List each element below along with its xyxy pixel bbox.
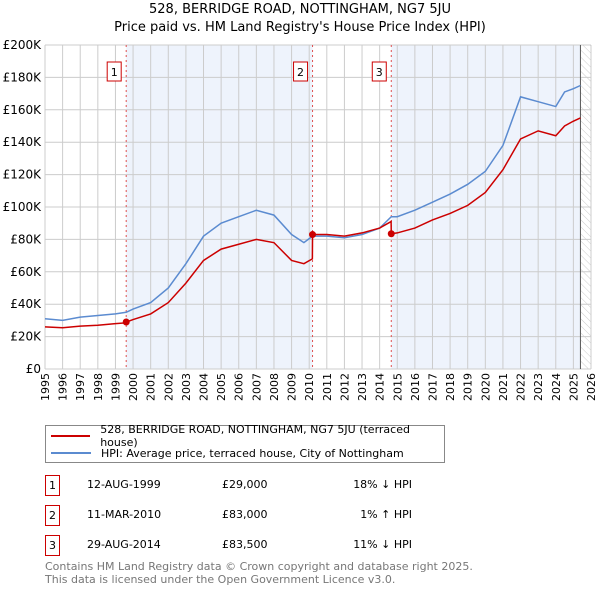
y-tick-label: £120K [3,168,43,182]
x-tick-label: 2024 [550,373,563,401]
x-tick-label: 2026 [585,373,598,401]
legend-item-hpi: HPI: Average price, terraced house, City… [51,445,404,461]
sale-marker-label: 3 [376,66,383,79]
x-tick-label: 2022 [515,373,528,401]
sale-row-2: 2 11-MAR-2010 £83,000 1% ↑ HPI [45,505,445,526]
sale-hpi: 18% ↓ HPI [353,478,412,491]
sale-marker-box [293,61,309,82]
x-tick-label: 2025 [567,373,580,401]
x-tick-label: 2012 [338,373,351,401]
y-tick-label: £140K [3,135,43,149]
footer-line: This data is licensed under the Open Gov… [45,573,396,586]
chart-subtitle: Price paid vs. HM Land Registry's House … [114,20,486,35]
y-tick-label: £180K [3,70,43,84]
sale-point [387,230,395,238]
x-tick-label: 2020 [479,373,492,401]
legend: 528, BERRIDGE ROAD, NOTTINGHAM, NG7 5JU … [45,423,445,463]
sale-point [122,318,130,326]
footer: Contains HM Land Registry data © Crown c… [45,560,473,586]
legend-swatch-blue [51,452,91,454]
x-tick-label: 2003 [180,373,193,401]
x-tick-label: 2023 [532,373,545,401]
sale-price: £83,000 [222,508,268,521]
footer-line: Contains HM Land Registry data © Crown c… [45,560,473,573]
plot-area: 1995 1996 1997 1998 1999 2000 2001 2002 2003 2004… [3,38,598,401]
sale-hpi: 11% ↓ HPI [353,538,412,551]
y-tick-label: £60K [10,265,42,279]
x-tick-label: 2007 [250,373,263,401]
sale-marker-label: 1 [111,66,118,79]
sale-number: 2 [45,505,60,526]
sale-row-1: 1 12-AUG-1999 £29,000 18% ↓ HPI [45,475,445,496]
x-tick-label: 2018 [444,373,457,401]
hpi-line [44,84,581,322]
sale-hpi: 1% ↑ HPI [360,508,412,521]
x-tick-label: 2006 [233,373,246,401]
x-tick-label: 2009 [286,373,299,401]
sale-price: £29,000 [222,478,268,491]
y-tick-label: £0 [26,362,41,376]
chart-title: 528, BERRIDGE ROAD, NOTTINGHAM, NG7 5JU [149,2,451,17]
sale-date: 12-AUG-1999 [87,478,161,491]
y-tick-label: £100K [3,200,43,214]
sale-marker-box [371,61,387,82]
sale-number: 1 [45,475,60,496]
x-tick-label: 2016 [409,373,422,401]
sale-price: £83,500 [222,538,268,551]
x-tick-label: 1999 [109,373,122,401]
legend-label: HPI: Average price, terraced house, City… [101,446,404,460]
x-tick-label: 2001 [145,373,158,401]
x-tick-label: 2002 [162,373,175,401]
y-tick-label: £80K [10,232,42,246]
y-tick-label: £40K [10,297,42,311]
legend-label: 528, BERRIDGE ROAD, NOTTINGHAM, NG7 5JU … [100,423,410,449]
sale-row-3: 3 29-AUG-2014 £83,500 11% ↓ HPI [45,535,445,556]
legend-item-property: 528, BERRIDGE ROAD, NOTTINGHAM, NG7 5JU … [51,423,444,449]
x-tick-label: 1995 [39,373,52,401]
x-tick-label: 2021 [497,373,510,401]
x-tick-label: 2011 [321,373,334,401]
x-tick-label: 2015 [391,373,404,401]
sale-number: 3 [45,535,60,556]
x-tick-label: 2005 [215,373,228,401]
y-tick-label: £200K [3,38,43,52]
x-tick-label: 1996 [57,373,70,401]
x-tick-label: 2000 [127,373,140,401]
sale-date: 11-MAR-2010 [87,508,162,521]
x-tick-label: 2017 [426,373,439,401]
y-tick-label: £160K [3,103,43,117]
x-tick-label: 2013 [356,373,369,401]
legend-swatch-red [51,435,91,437]
sale-marker-box [106,61,122,82]
x-tick-label: 2004 [198,373,211,401]
x-tick-label: 2019 [462,373,475,401]
sale-point [309,231,317,239]
y-tick-label: £20K [10,330,42,344]
x-tick-label: 2014 [374,373,387,401]
x-tick-label: 1998 [92,373,105,401]
x-tick-label: 1997 [74,373,87,401]
x-tick-label: 2010 [303,373,316,401]
sale-marker-label: 2 [297,66,304,79]
sale-date: 29-AUG-2014 [87,538,161,551]
x-tick-label: 2008 [268,373,281,401]
